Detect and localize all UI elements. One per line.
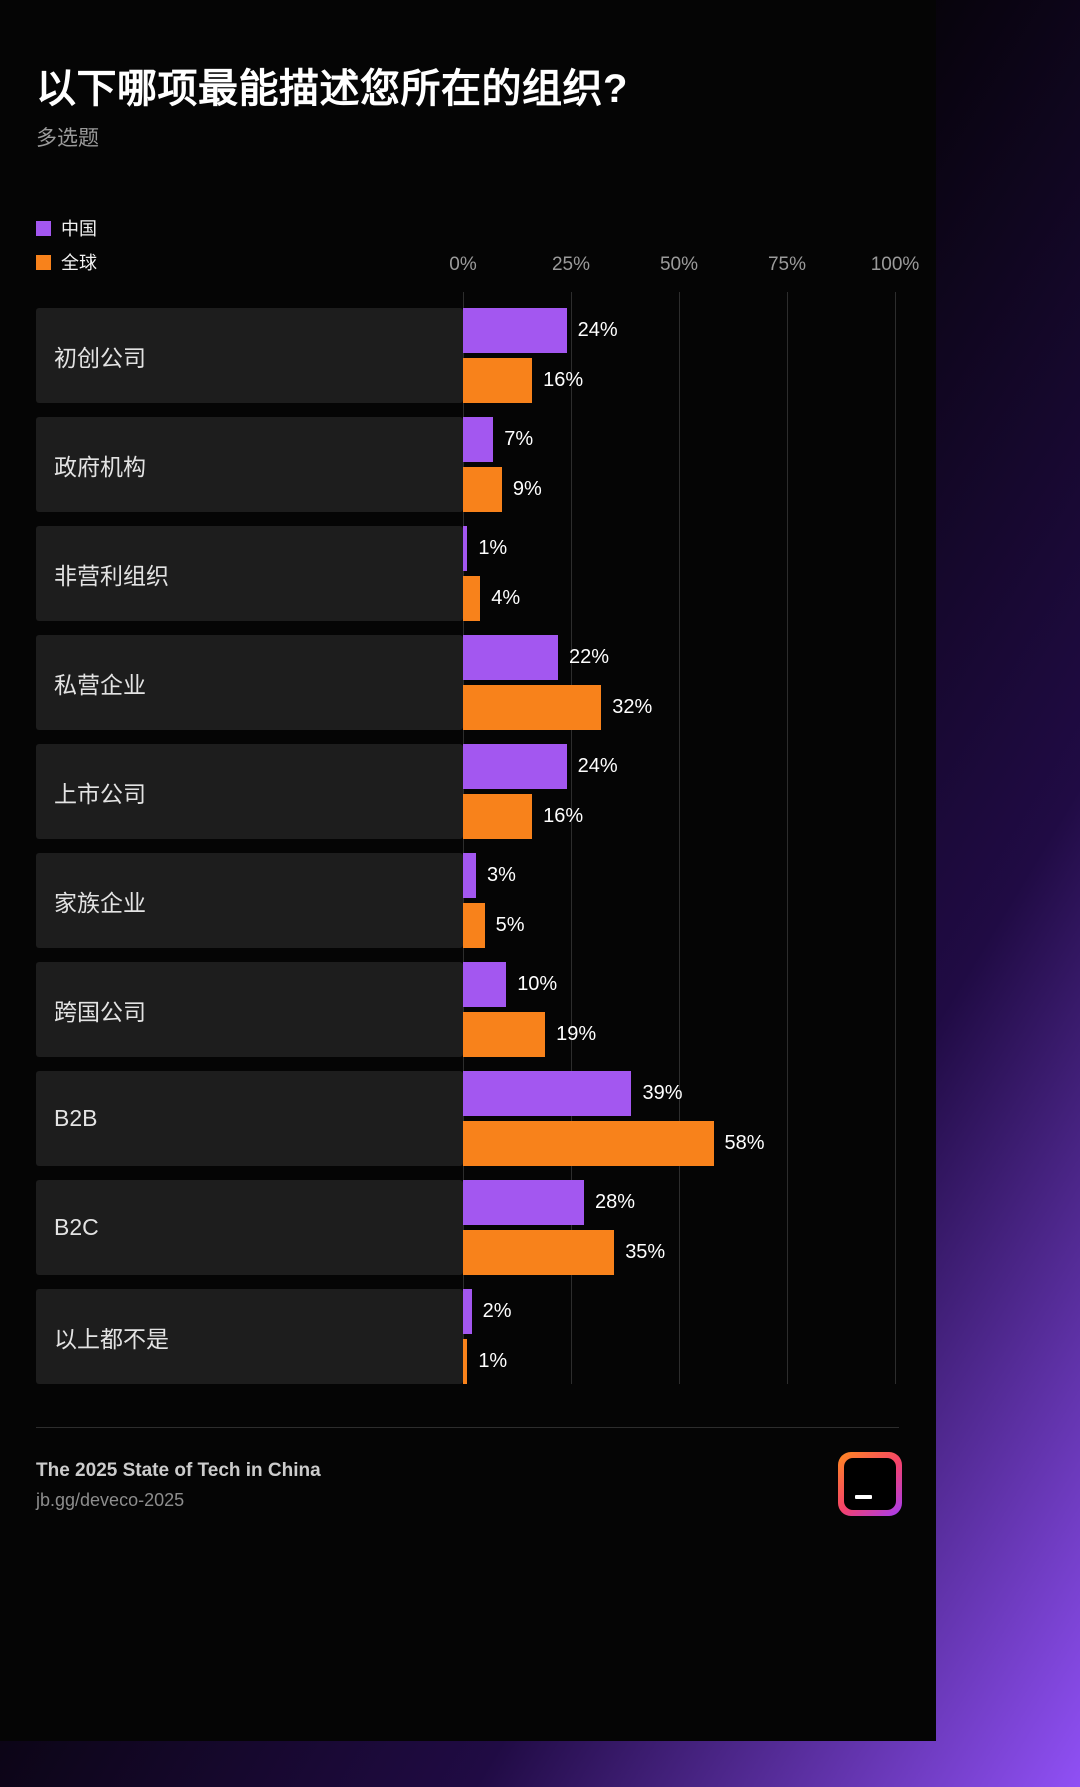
legend-label: 中国 bbox=[61, 219, 97, 239]
bar-value-label: 2% bbox=[482, 1300, 512, 1322]
footer-divider bbox=[36, 1427, 899, 1428]
bar-value-label: 35% bbox=[625, 1241, 666, 1263]
bar-value-label: 1% bbox=[478, 1350, 508, 1372]
bar-value-label: 9% bbox=[512, 478, 542, 500]
chart-row: 跨国公司 10% 19% bbox=[36, 962, 916, 1057]
legend-label: 全球 bbox=[61, 253, 97, 273]
jetbrains-logo-underscore bbox=[855, 1495, 872, 1499]
bar-value-label: 24% bbox=[577, 319, 618, 341]
bar-value-label: 1% bbox=[478, 537, 508, 559]
bar-value-label: 58% bbox=[724, 1132, 765, 1154]
bar-value-label: 24% bbox=[577, 755, 618, 777]
bar-china bbox=[463, 744, 567, 789]
bar-china bbox=[463, 1071, 632, 1116]
footer-link: jb.gg/deveco-2025 bbox=[36, 1490, 185, 1510]
x-tick-label: 0% bbox=[449, 254, 477, 275]
chart-row: 家族企业 3% 5% bbox=[36, 853, 916, 948]
category-label: 家族企业 bbox=[36, 853, 463, 948]
bar-value-label: 7% bbox=[504, 428, 534, 450]
bar-global bbox=[463, 1121, 714, 1166]
chart-row: 初创公司 24% 16% bbox=[36, 308, 916, 403]
bar-global bbox=[463, 685, 602, 730]
bar-china bbox=[463, 1180, 584, 1225]
bar-value-label: 32% bbox=[612, 696, 653, 718]
legend-item: 中国 bbox=[36, 216, 97, 240]
bar-global bbox=[463, 903, 485, 948]
category-label: 初创公司 bbox=[36, 308, 463, 403]
chart-row: 政府机构 7% 9% bbox=[36, 417, 916, 512]
bar-value-label: 22% bbox=[569, 646, 610, 668]
bar-value-label: 3% bbox=[486, 864, 516, 886]
bar-global bbox=[463, 1230, 615, 1275]
gridline bbox=[787, 292, 788, 1384]
bar-value-label: 39% bbox=[642, 1082, 683, 1104]
report-card: 以下哪项最能描述您所在的组织? 多选题 中国全球 0% 25% 50% 75% 100%… bbox=[0, 0, 936, 1741]
bar-global bbox=[463, 576, 481, 621]
chart-row: B2B 39% 58% bbox=[36, 1071, 916, 1166]
jetbrains-logo-inner bbox=[844, 1458, 896, 1510]
category-label: B2C bbox=[36, 1180, 463, 1275]
chart-legend: 中国 全球 bbox=[36, 216, 97, 284]
footer-title: The 2025 State of Tech in China bbox=[36, 1460, 321, 1481]
x-tick-label: 50% bbox=[659, 254, 699, 275]
legend-swatch bbox=[36, 254, 51, 270]
bar-global bbox=[463, 467, 502, 512]
bar-china bbox=[463, 526, 468, 571]
bar-chart: 初创公司 24% 16% 政府机构 7% 9% 非营利组织 1% 4% 私营企业 22% 32% 上市公… bbox=[36, 308, 916, 1398]
gridline bbox=[571, 292, 572, 1384]
page-subtitle: 多选题 bbox=[36, 127, 99, 150]
bar-global bbox=[463, 1012, 546, 1057]
x-tick-label: 100% bbox=[870, 254, 920, 275]
bar-china bbox=[463, 417, 494, 462]
bar-china bbox=[463, 1289, 472, 1334]
bar-value-label: 19% bbox=[556, 1023, 597, 1045]
bar-value-label: 10% bbox=[517, 973, 558, 995]
x-tick-label: 25% bbox=[551, 254, 591, 275]
bar-value-label: 5% bbox=[495, 914, 525, 936]
category-label: 跨国公司 bbox=[36, 962, 463, 1057]
chart-row: 上市公司 24% 16% bbox=[36, 744, 916, 839]
bar-value-label: 16% bbox=[543, 369, 584, 391]
category-label: 上市公司 bbox=[36, 744, 463, 839]
bar-china bbox=[463, 962, 507, 1007]
category-label: B2B bbox=[36, 1071, 463, 1166]
chart-row: 非营利组织 1% 4% bbox=[36, 526, 916, 621]
bar-value-label: 4% bbox=[491, 587, 521, 609]
jetbrains-logo bbox=[838, 1452, 902, 1516]
category-label: 以上都不是 bbox=[36, 1289, 463, 1384]
x-tick-label: 75% bbox=[767, 254, 807, 275]
bar-value-label: 28% bbox=[594, 1191, 635, 1213]
page-title: 以下哪项最能描述您所在的组织? bbox=[36, 67, 628, 111]
bar-global bbox=[463, 358, 533, 403]
category-label: 非营利组织 bbox=[36, 526, 463, 621]
category-label: 私营企业 bbox=[36, 635, 463, 730]
legend-item: 全球 bbox=[36, 250, 97, 274]
bar-china bbox=[463, 635, 559, 680]
chart-row: 私营企业 22% 32% bbox=[36, 635, 916, 730]
bar-value-label: 16% bbox=[543, 805, 584, 827]
category-label: 政府机构 bbox=[36, 417, 463, 512]
gridline bbox=[679, 292, 680, 1384]
chart-row: 以上都不是 2% 1% bbox=[36, 1289, 916, 1384]
legend-swatch bbox=[36, 220, 51, 236]
bar-global bbox=[463, 1339, 468, 1384]
chart-row: B2C 28% 35% bbox=[36, 1180, 916, 1275]
bar-global bbox=[463, 794, 533, 839]
gridline bbox=[895, 292, 896, 1384]
bar-china bbox=[463, 308, 567, 353]
bar-china bbox=[463, 853, 476, 898]
